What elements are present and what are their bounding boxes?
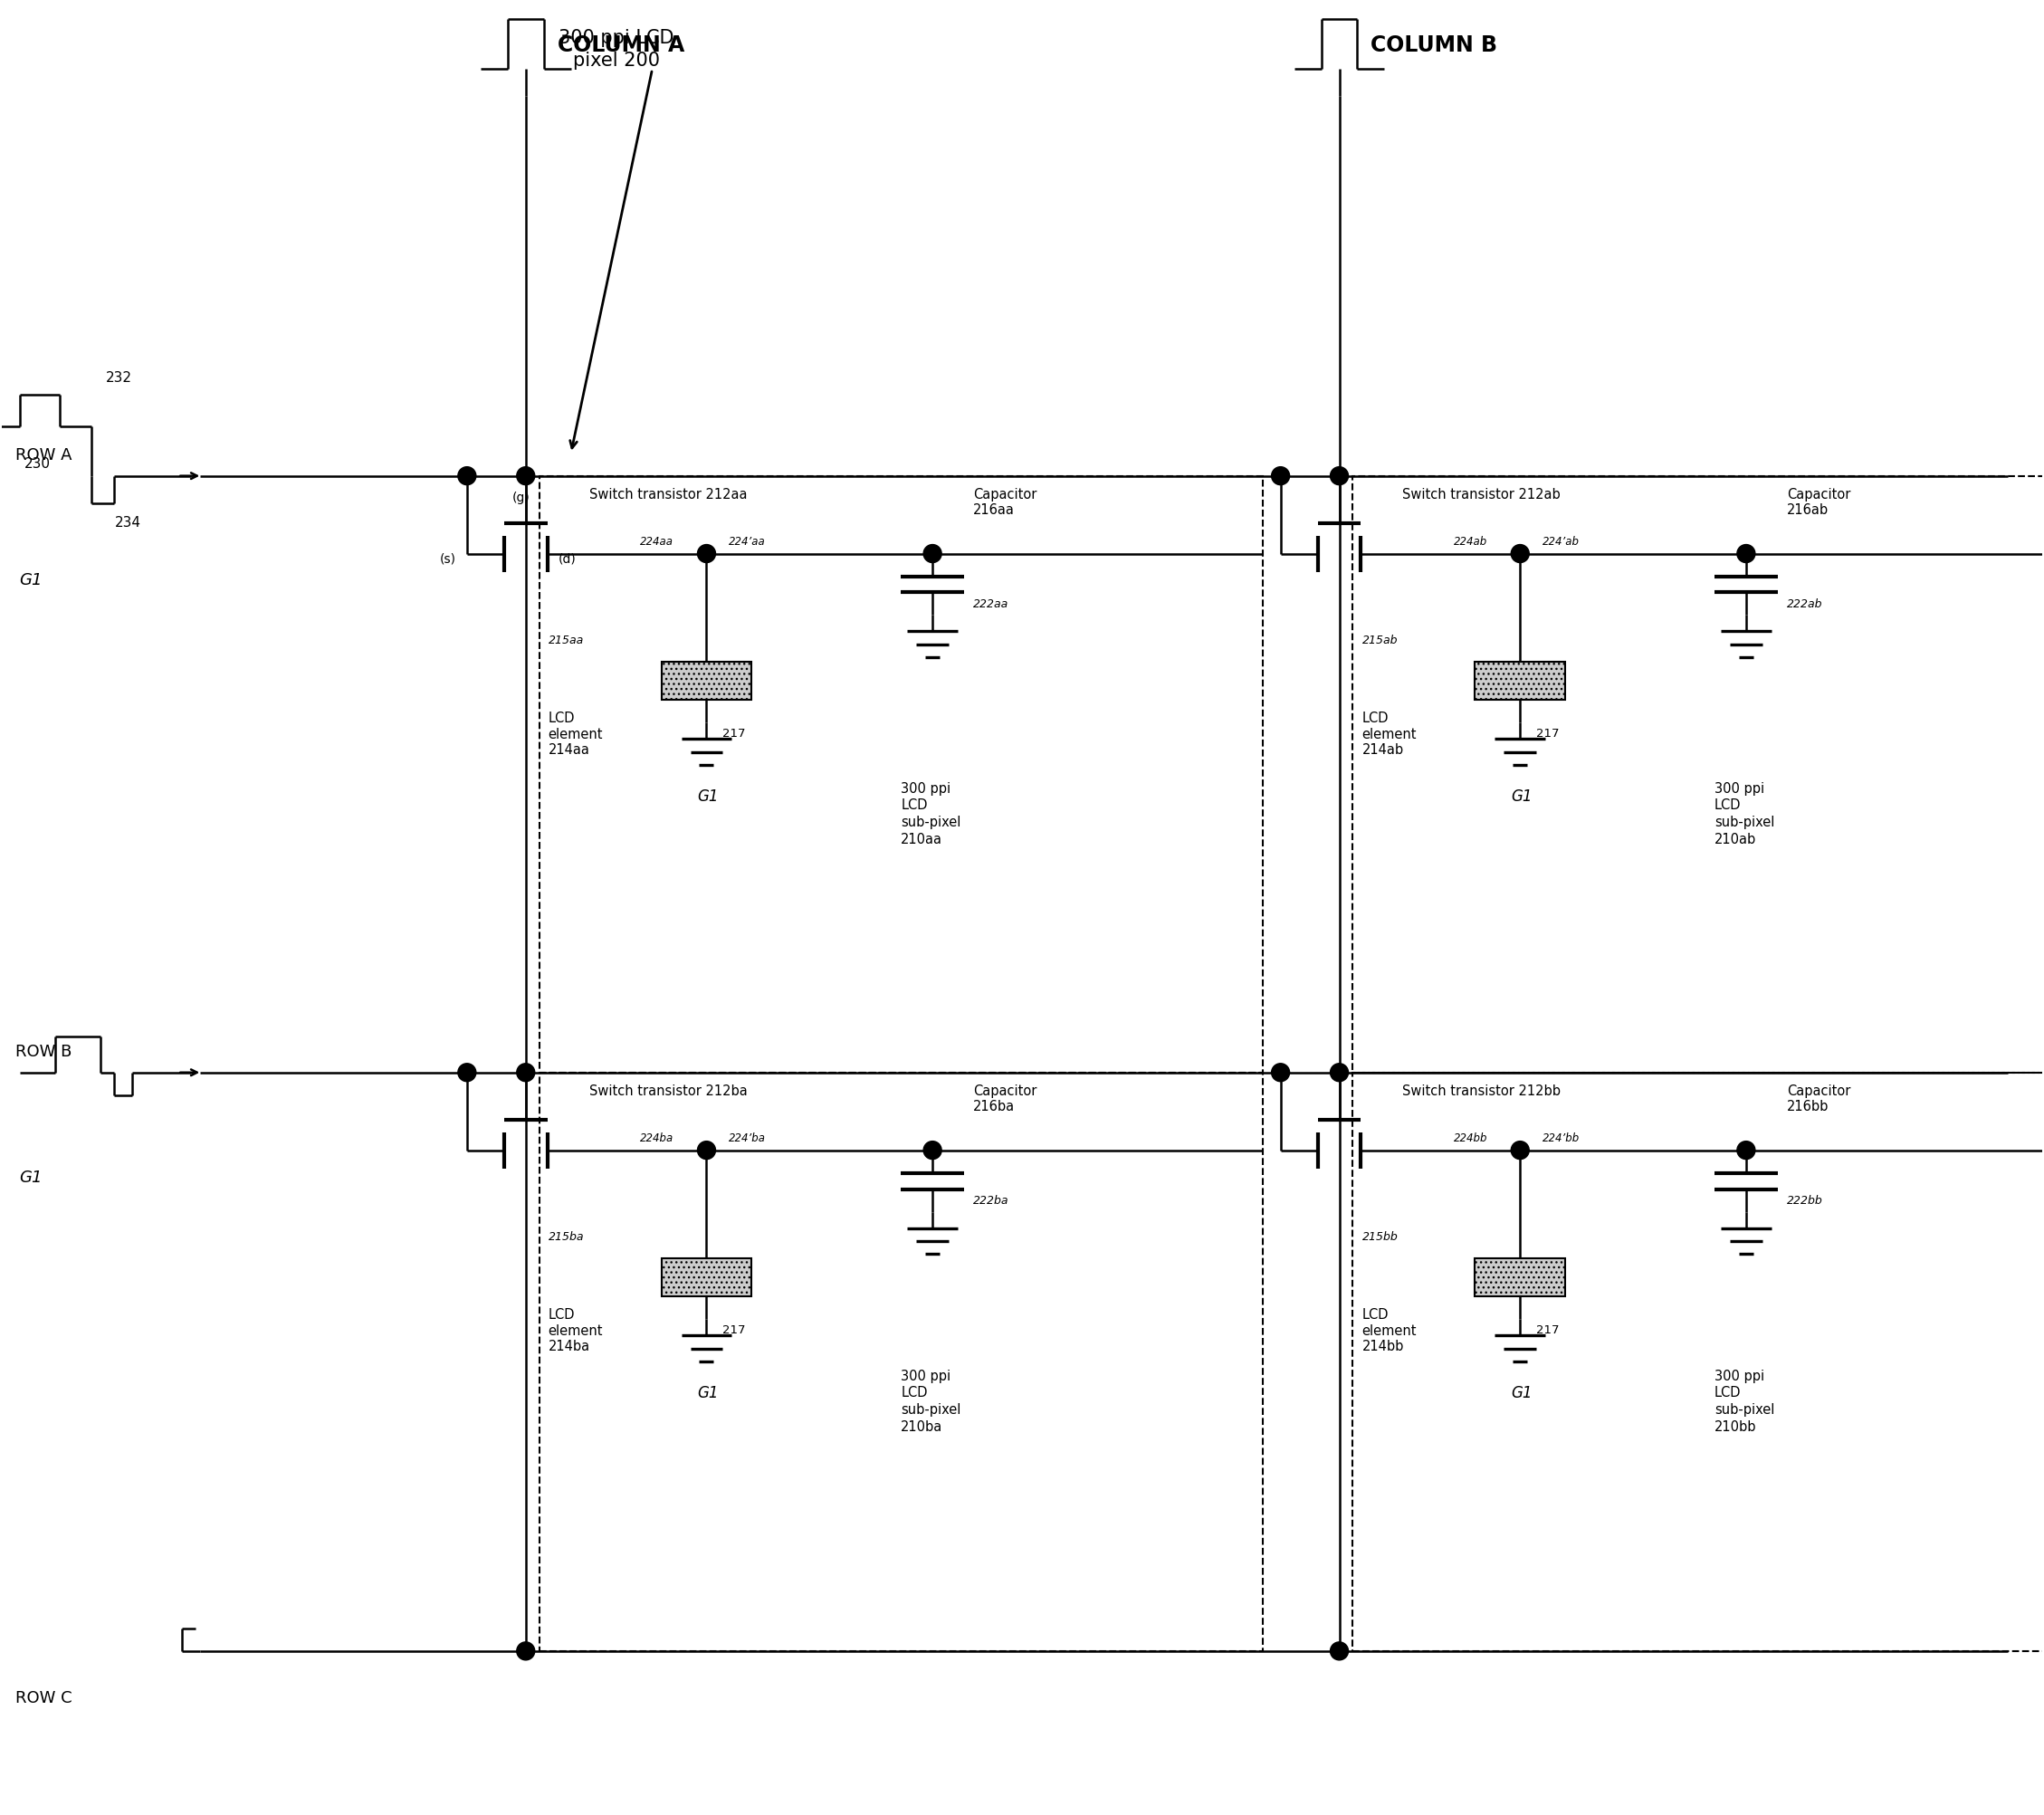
Text: 215bb: 215bb <box>1361 1231 1398 1241</box>
Circle shape <box>924 544 942 563</box>
Text: 222aa: 222aa <box>973 597 1010 610</box>
Circle shape <box>458 468 476 486</box>
Text: Capacitor
216aa: Capacitor 216aa <box>973 488 1036 517</box>
Text: ROW B: ROW B <box>14 1044 72 1060</box>
Text: 222ba: 222ba <box>973 1194 1010 1207</box>
Bar <box>662 662 752 701</box>
Circle shape <box>1331 1643 1349 1661</box>
Text: LCD
element
214bb: LCD element 214bb <box>1361 1309 1416 1352</box>
Bar <box>1476 662 1566 701</box>
Circle shape <box>1331 1064 1349 1082</box>
Circle shape <box>517 1643 536 1661</box>
Text: 300 ppi
LCD
sub-pixel
210ba: 300 ppi LCD sub-pixel 210ba <box>901 1369 961 1432</box>
Bar <box>662 1260 752 1298</box>
Text: Switch transistor 212aa: Switch transistor 212aa <box>589 488 746 501</box>
Circle shape <box>697 544 715 563</box>
Text: ROW A: ROW A <box>14 446 72 463</box>
Circle shape <box>1511 544 1529 563</box>
Text: COLUMN B: COLUMN B <box>1372 34 1498 56</box>
Text: 224’ab: 224’ab <box>1543 535 1580 546</box>
Text: Switch transistor 212ba: Switch transistor 212ba <box>589 1084 748 1098</box>
Text: 224’bb: 224’bb <box>1541 1131 1580 1143</box>
Text: 222ab: 222ab <box>1786 597 1823 610</box>
Text: Switch transistor 212ab: Switch transistor 212ab <box>1402 488 1562 501</box>
Text: 300 ppi
LCD
sub-pixel
210aa: 300 ppi LCD sub-pixel 210aa <box>901 782 961 846</box>
Bar <box>1353 477 2044 1073</box>
Text: 217: 217 <box>1537 728 1560 739</box>
Circle shape <box>924 1142 942 1160</box>
Bar <box>540 477 1263 1073</box>
Circle shape <box>1511 1142 1529 1160</box>
Text: G1: G1 <box>20 1169 43 1185</box>
Circle shape <box>1331 468 1349 486</box>
Circle shape <box>517 468 536 486</box>
Text: 234: 234 <box>114 515 141 528</box>
Text: 224ab: 224ab <box>1453 535 1488 546</box>
Text: ROW C: ROW C <box>14 1690 72 1706</box>
Text: Capacitor
216ba: Capacitor 216ba <box>973 1084 1036 1113</box>
Text: G1: G1 <box>1511 788 1533 804</box>
Bar <box>1353 1073 2044 1652</box>
Text: (d): (d) <box>558 552 576 564</box>
Circle shape <box>458 1064 476 1082</box>
Text: LCD
element
214ba: LCD element 214ba <box>548 1309 603 1352</box>
Text: 300 ppi LCD
pixel 200: 300 ppi LCD pixel 200 <box>558 29 675 69</box>
Text: 224’ba: 224’ba <box>728 1131 766 1143</box>
Bar <box>1476 1260 1566 1298</box>
Text: G1: G1 <box>1511 1385 1533 1401</box>
Text: G1: G1 <box>20 572 43 588</box>
Text: 215ab: 215ab <box>1361 633 1398 646</box>
Text: 222bb: 222bb <box>1786 1194 1823 1207</box>
Circle shape <box>517 1064 536 1082</box>
Text: LCD
element
214ab: LCD element 214ab <box>1361 711 1416 757</box>
Text: (s): (s) <box>439 552 456 564</box>
Text: 300 ppi
LCD
sub-pixel
210ab: 300 ppi LCD sub-pixel 210ab <box>1715 782 1774 846</box>
Text: 217: 217 <box>1537 1323 1560 1336</box>
Text: 224bb: 224bb <box>1453 1131 1488 1143</box>
Bar <box>540 1073 1263 1652</box>
Text: 224ba: 224ba <box>640 1131 675 1143</box>
Circle shape <box>697 1142 715 1160</box>
Text: COLUMN A: COLUMN A <box>558 34 685 56</box>
Text: LCD
element
214aa: LCD element 214aa <box>548 711 603 757</box>
Circle shape <box>1737 1142 1756 1160</box>
Text: Capacitor
216ab: Capacitor 216ab <box>1786 488 1850 517</box>
Text: 215aa: 215aa <box>548 633 585 646</box>
Text: Capacitor
216bb: Capacitor 216bb <box>1786 1084 1850 1113</box>
Circle shape <box>1271 1064 1290 1082</box>
Text: 300 ppi
LCD
sub-pixel
210bb: 300 ppi LCD sub-pixel 210bb <box>1715 1369 1774 1432</box>
Text: G1: G1 <box>697 788 719 804</box>
Text: 215ba: 215ba <box>548 1231 585 1241</box>
Text: 232: 232 <box>106 370 131 385</box>
Text: 217: 217 <box>724 728 746 739</box>
Text: Switch transistor 212bb: Switch transistor 212bb <box>1402 1084 1562 1098</box>
Circle shape <box>1271 468 1290 486</box>
Text: 230: 230 <box>25 457 51 470</box>
Text: G1: G1 <box>697 1385 719 1401</box>
Text: 224’aa: 224’aa <box>730 535 766 546</box>
Circle shape <box>1737 544 1756 563</box>
Text: 224aa: 224aa <box>640 535 675 546</box>
Text: (g): (g) <box>513 490 529 503</box>
Text: 217: 217 <box>724 1323 746 1336</box>
